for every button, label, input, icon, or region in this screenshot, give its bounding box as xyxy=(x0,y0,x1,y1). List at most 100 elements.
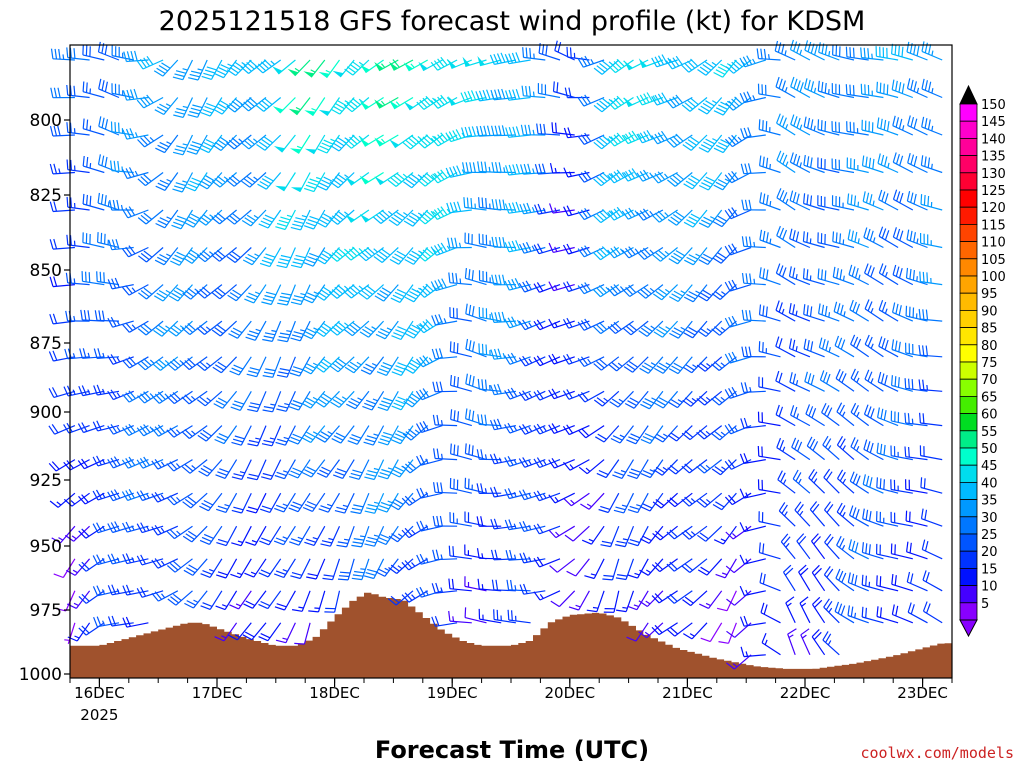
wind-barb xyxy=(603,590,620,613)
barb-flag xyxy=(704,61,715,69)
wind-barb xyxy=(891,43,913,61)
barb-shaft xyxy=(621,459,635,479)
barb-flag xyxy=(58,49,61,60)
wind-barb xyxy=(388,59,414,71)
wind-barb xyxy=(836,535,855,560)
barb-flag xyxy=(533,591,541,601)
barb-shaft xyxy=(729,356,752,364)
barb-flag xyxy=(580,320,588,330)
barb-flag xyxy=(529,48,532,59)
barb-flag xyxy=(470,90,477,101)
barb-flag xyxy=(360,369,371,375)
barb-flag xyxy=(306,431,316,438)
wind-barb xyxy=(665,94,693,109)
wind-barb xyxy=(760,602,781,624)
wind-barb xyxy=(121,456,149,469)
barb-flag xyxy=(393,175,402,183)
barb-flag xyxy=(658,362,669,369)
barb-shaft xyxy=(878,235,899,249)
barb-half-flag xyxy=(516,319,521,325)
barb-flag xyxy=(346,66,356,74)
barb-flag xyxy=(184,498,194,506)
barb-half-flag xyxy=(623,171,628,177)
wind-barb xyxy=(258,209,282,229)
barb-flag xyxy=(302,298,313,304)
barb-flag xyxy=(699,603,709,609)
wind-barb xyxy=(289,525,311,546)
barb-flag xyxy=(433,209,441,219)
barb-half-flag xyxy=(297,536,303,540)
barb-flag xyxy=(898,341,901,352)
wind-barb xyxy=(681,492,708,507)
barb-flag xyxy=(824,82,827,94)
barb-flag xyxy=(775,404,780,415)
barb-flag xyxy=(684,496,693,505)
barb-flag xyxy=(290,301,302,306)
wind-barb xyxy=(98,116,120,136)
barb-flag xyxy=(681,432,691,441)
barb-flag xyxy=(107,491,114,502)
barb-flag xyxy=(416,488,422,499)
barb-flag xyxy=(346,403,356,410)
barb-pennant xyxy=(345,214,355,223)
barb-half-flag xyxy=(856,446,860,452)
barb-flag xyxy=(53,238,58,250)
barb-shaft xyxy=(832,54,855,61)
barb-flag xyxy=(334,360,344,368)
barb-shaft xyxy=(111,284,134,290)
barb-flag xyxy=(432,549,436,560)
barb-flag xyxy=(894,575,897,586)
barb-flag xyxy=(352,321,361,329)
wind-barb xyxy=(357,246,384,262)
barb-half-flag xyxy=(788,634,794,639)
wind-barb xyxy=(49,492,76,508)
barb-half-flag xyxy=(828,346,831,353)
wind-barb xyxy=(651,171,678,184)
barb-shaft xyxy=(758,421,781,427)
barb-flag xyxy=(196,363,206,371)
barb-flag xyxy=(303,365,314,372)
barb-flag xyxy=(257,63,267,72)
barb-half-flag xyxy=(160,560,165,566)
barb-half-flag xyxy=(481,553,484,559)
barb-flag xyxy=(684,430,694,438)
wind-barb xyxy=(92,522,120,534)
barb-shaft xyxy=(615,59,634,74)
barb-flag xyxy=(622,288,631,297)
barb-flag xyxy=(892,227,897,238)
barb-shaft xyxy=(374,492,385,514)
barb-shaft xyxy=(84,459,105,470)
barb-flag xyxy=(260,600,271,607)
barb-shaft xyxy=(523,558,546,564)
barb-pennant xyxy=(389,100,399,109)
barb-shaft xyxy=(224,459,238,479)
barb-half-flag xyxy=(664,288,670,293)
wind-barb xyxy=(78,525,105,539)
wind-barb xyxy=(98,78,120,99)
barb-flag xyxy=(880,373,885,384)
barb-half-flag xyxy=(58,537,64,541)
barb-flag xyxy=(812,596,821,605)
barb-flag xyxy=(584,94,591,104)
barb-shaft xyxy=(817,128,840,136)
barb-shaft xyxy=(727,622,737,644)
barb-flag xyxy=(597,433,607,440)
barb-flag xyxy=(683,183,693,190)
barb-flag xyxy=(411,359,421,366)
wind-barb xyxy=(416,247,443,262)
barb-flag xyxy=(290,504,301,510)
wind-barb xyxy=(107,277,134,290)
barb-flag xyxy=(435,348,440,359)
barb-flag xyxy=(301,471,312,478)
barb-flag xyxy=(896,191,901,202)
barb-flag xyxy=(430,137,439,147)
barb-shaft xyxy=(189,425,208,439)
wind-barb xyxy=(213,390,238,409)
wind-barb xyxy=(431,615,458,627)
wind-barb xyxy=(817,268,840,286)
barb-flag xyxy=(350,397,361,404)
barb-flag xyxy=(690,136,700,144)
barb-flag xyxy=(818,303,821,314)
barb-flag xyxy=(121,491,129,501)
barb-half-flag xyxy=(645,600,651,605)
